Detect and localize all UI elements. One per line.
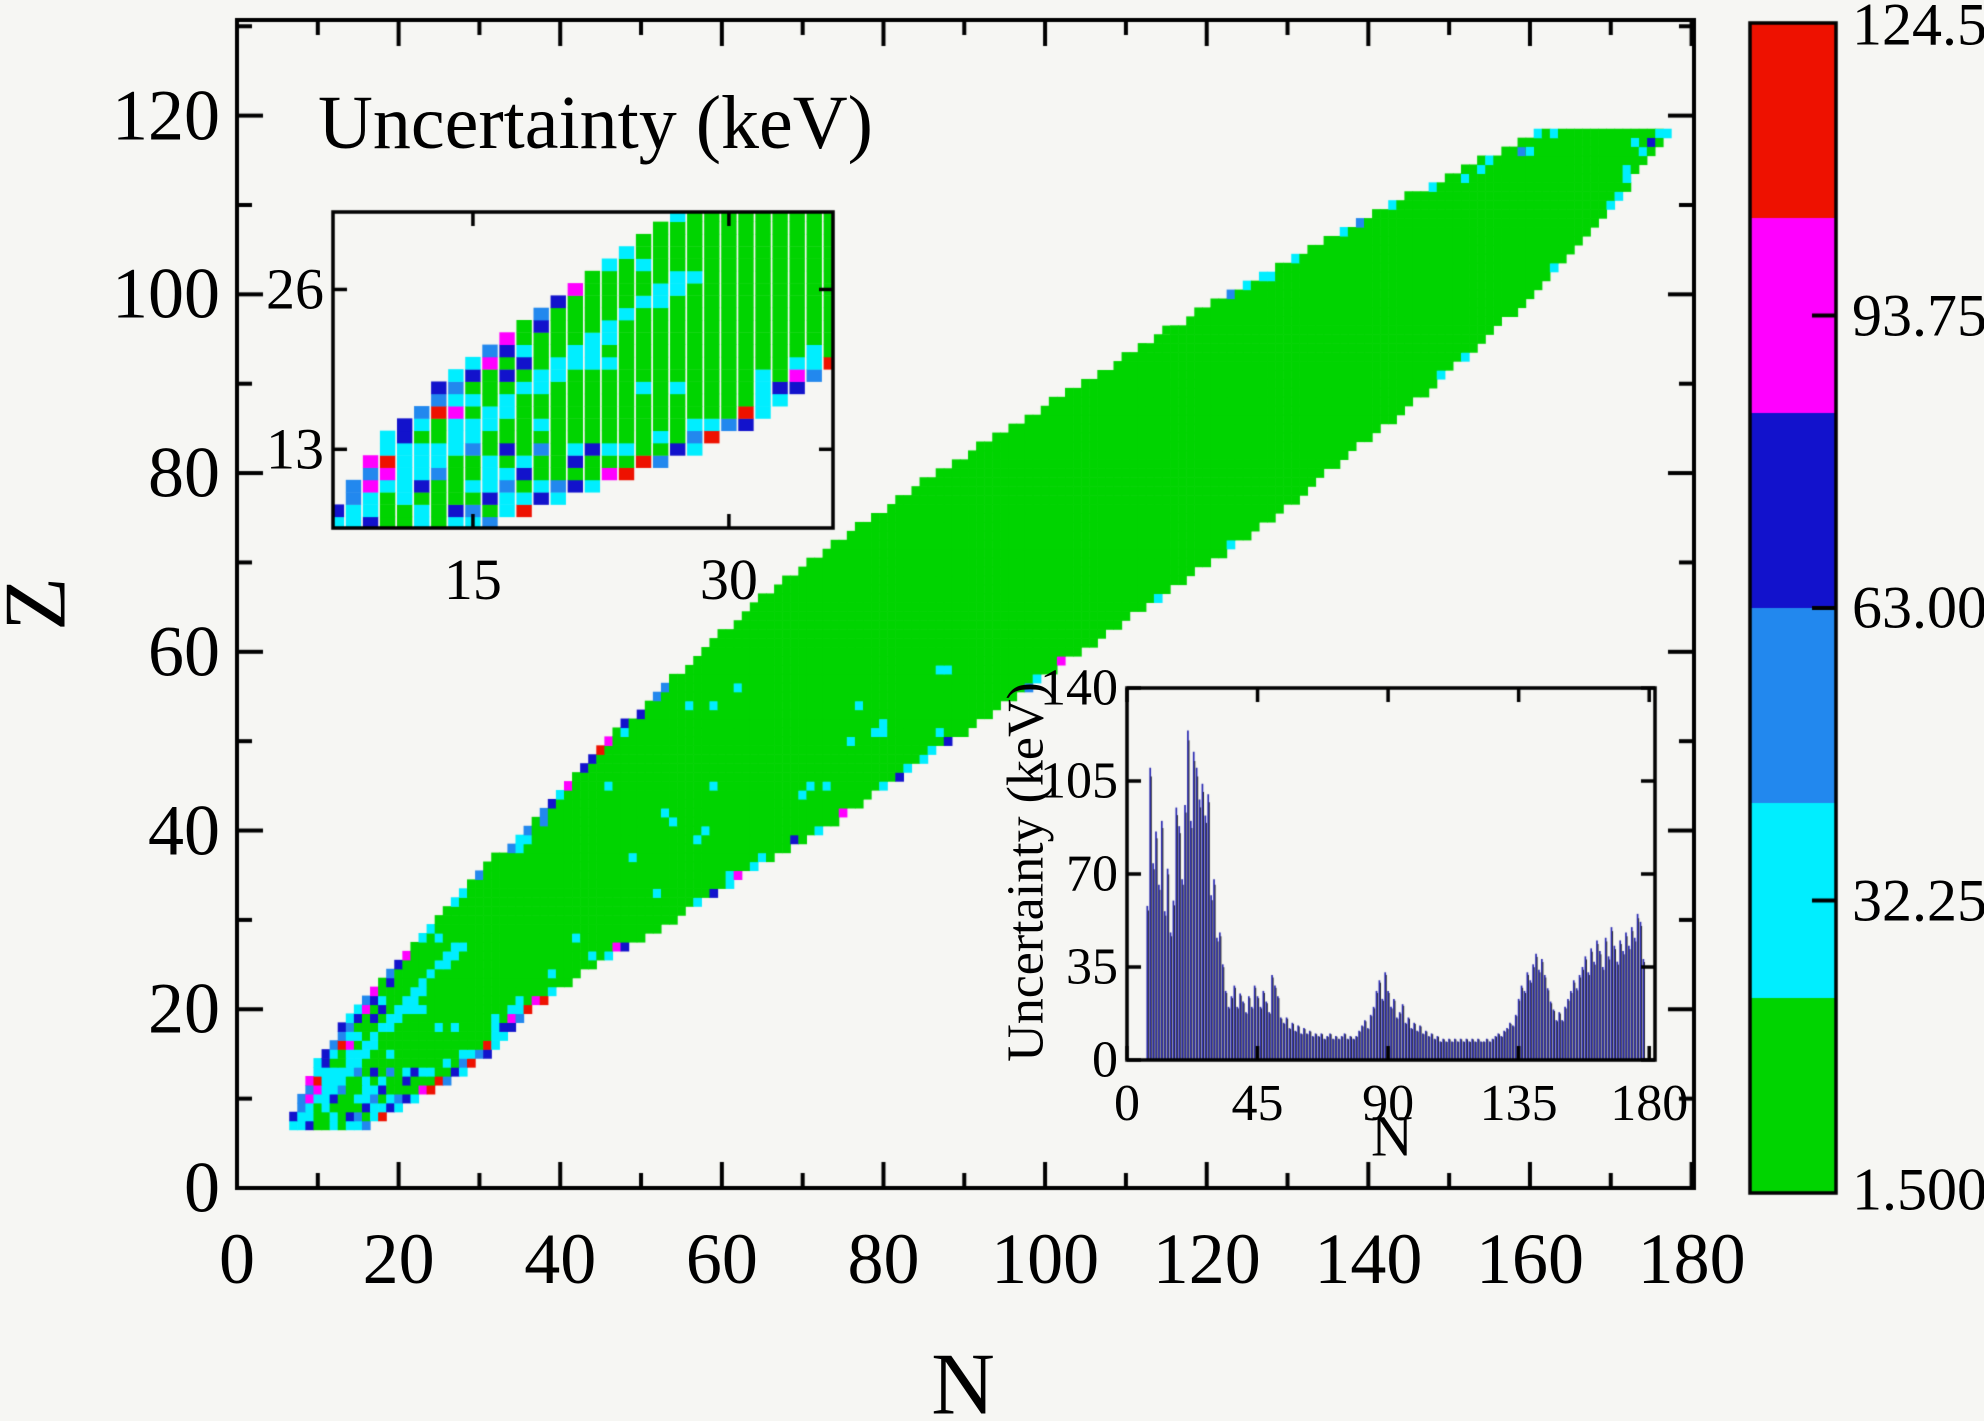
colorbar-tick-label: 32.25 (1852, 867, 1984, 933)
colorbar-tick-label: 1.500 (1852, 1156, 1984, 1223)
main-y-tick-label: 80 (148, 432, 220, 513)
inset-bars-x-tick-label: 180 (1610, 1075, 1689, 1132)
main-y-tick-label: 100 (112, 253, 220, 334)
main-x-tick-label: 20 (362, 1219, 435, 1299)
main-x-tick-label: 120 (1152, 1219, 1261, 1299)
inset-zoom-x-tick-label: 30 (699, 547, 758, 612)
main-y-tick-label: 0 (184, 1147, 220, 1228)
main-x-tick-label: 60 (685, 1219, 758, 1299)
inset-bars-y-axis-label: Uncertainty (keV) (997, 682, 1055, 1062)
main-x-tick-label: 160 (1475, 1219, 1584, 1299)
main-y-axis-label: Z (0, 577, 87, 631)
inset-bars-y-tick-label: 140 (1040, 659, 1118, 717)
inset-bars-x-tick-label: 135 (1479, 1075, 1558, 1132)
inset-bars-x-tick-label: 90 (1362, 1075, 1415, 1132)
inset-bars-x-tick-label: 45 (1231, 1075, 1284, 1132)
colorbar-tick-label: 93.75 (1852, 282, 1984, 348)
main-x-tick-label: 40 (524, 1219, 597, 1299)
inset-zoom-y-tick-label: 26 (266, 256, 324, 322)
inset-bars-y-tick-label: 0 (1092, 1031, 1118, 1089)
inset-bars-x-axis-label: N (1371, 1103, 1413, 1169)
inset-zoom-y-tick-label: 13 (266, 416, 324, 482)
colorbar-tick-label: 124.5 (1852, 0, 1984, 58)
inset-bars-y-tick-label: 35 (1066, 938, 1118, 996)
main-x-tick-label: 180 (1637, 1219, 1746, 1299)
main-x-tick-label: 100 (991, 1219, 1100, 1299)
main-y-tick-label: 40 (148, 790, 220, 871)
main-x-tick-label: 0 (219, 1219, 255, 1299)
inset-bars-y-tick-label: 70 (1066, 845, 1118, 903)
inset-bars-y-tick-label: 105 (1040, 752, 1118, 810)
colorbar-tick-label: 63.00 (1852, 574, 1984, 641)
main-y-tick-label: 60 (148, 611, 220, 692)
main-y-tick-label: 120 (112, 75, 220, 156)
inset-bars-x-tick-label: 0 (1114, 1075, 1140, 1132)
main-title: Uncertainty (keV) (318, 81, 873, 165)
main-x-tick-label: 80 (847, 1219, 920, 1299)
inset-zoom-x-tick-label: 15 (443, 547, 502, 612)
main-x-tick-label: 140 (1314, 1219, 1423, 1299)
main-x-axis-label: N (931, 1336, 995, 1421)
main-y-tick-label: 20 (148, 968, 220, 1049)
